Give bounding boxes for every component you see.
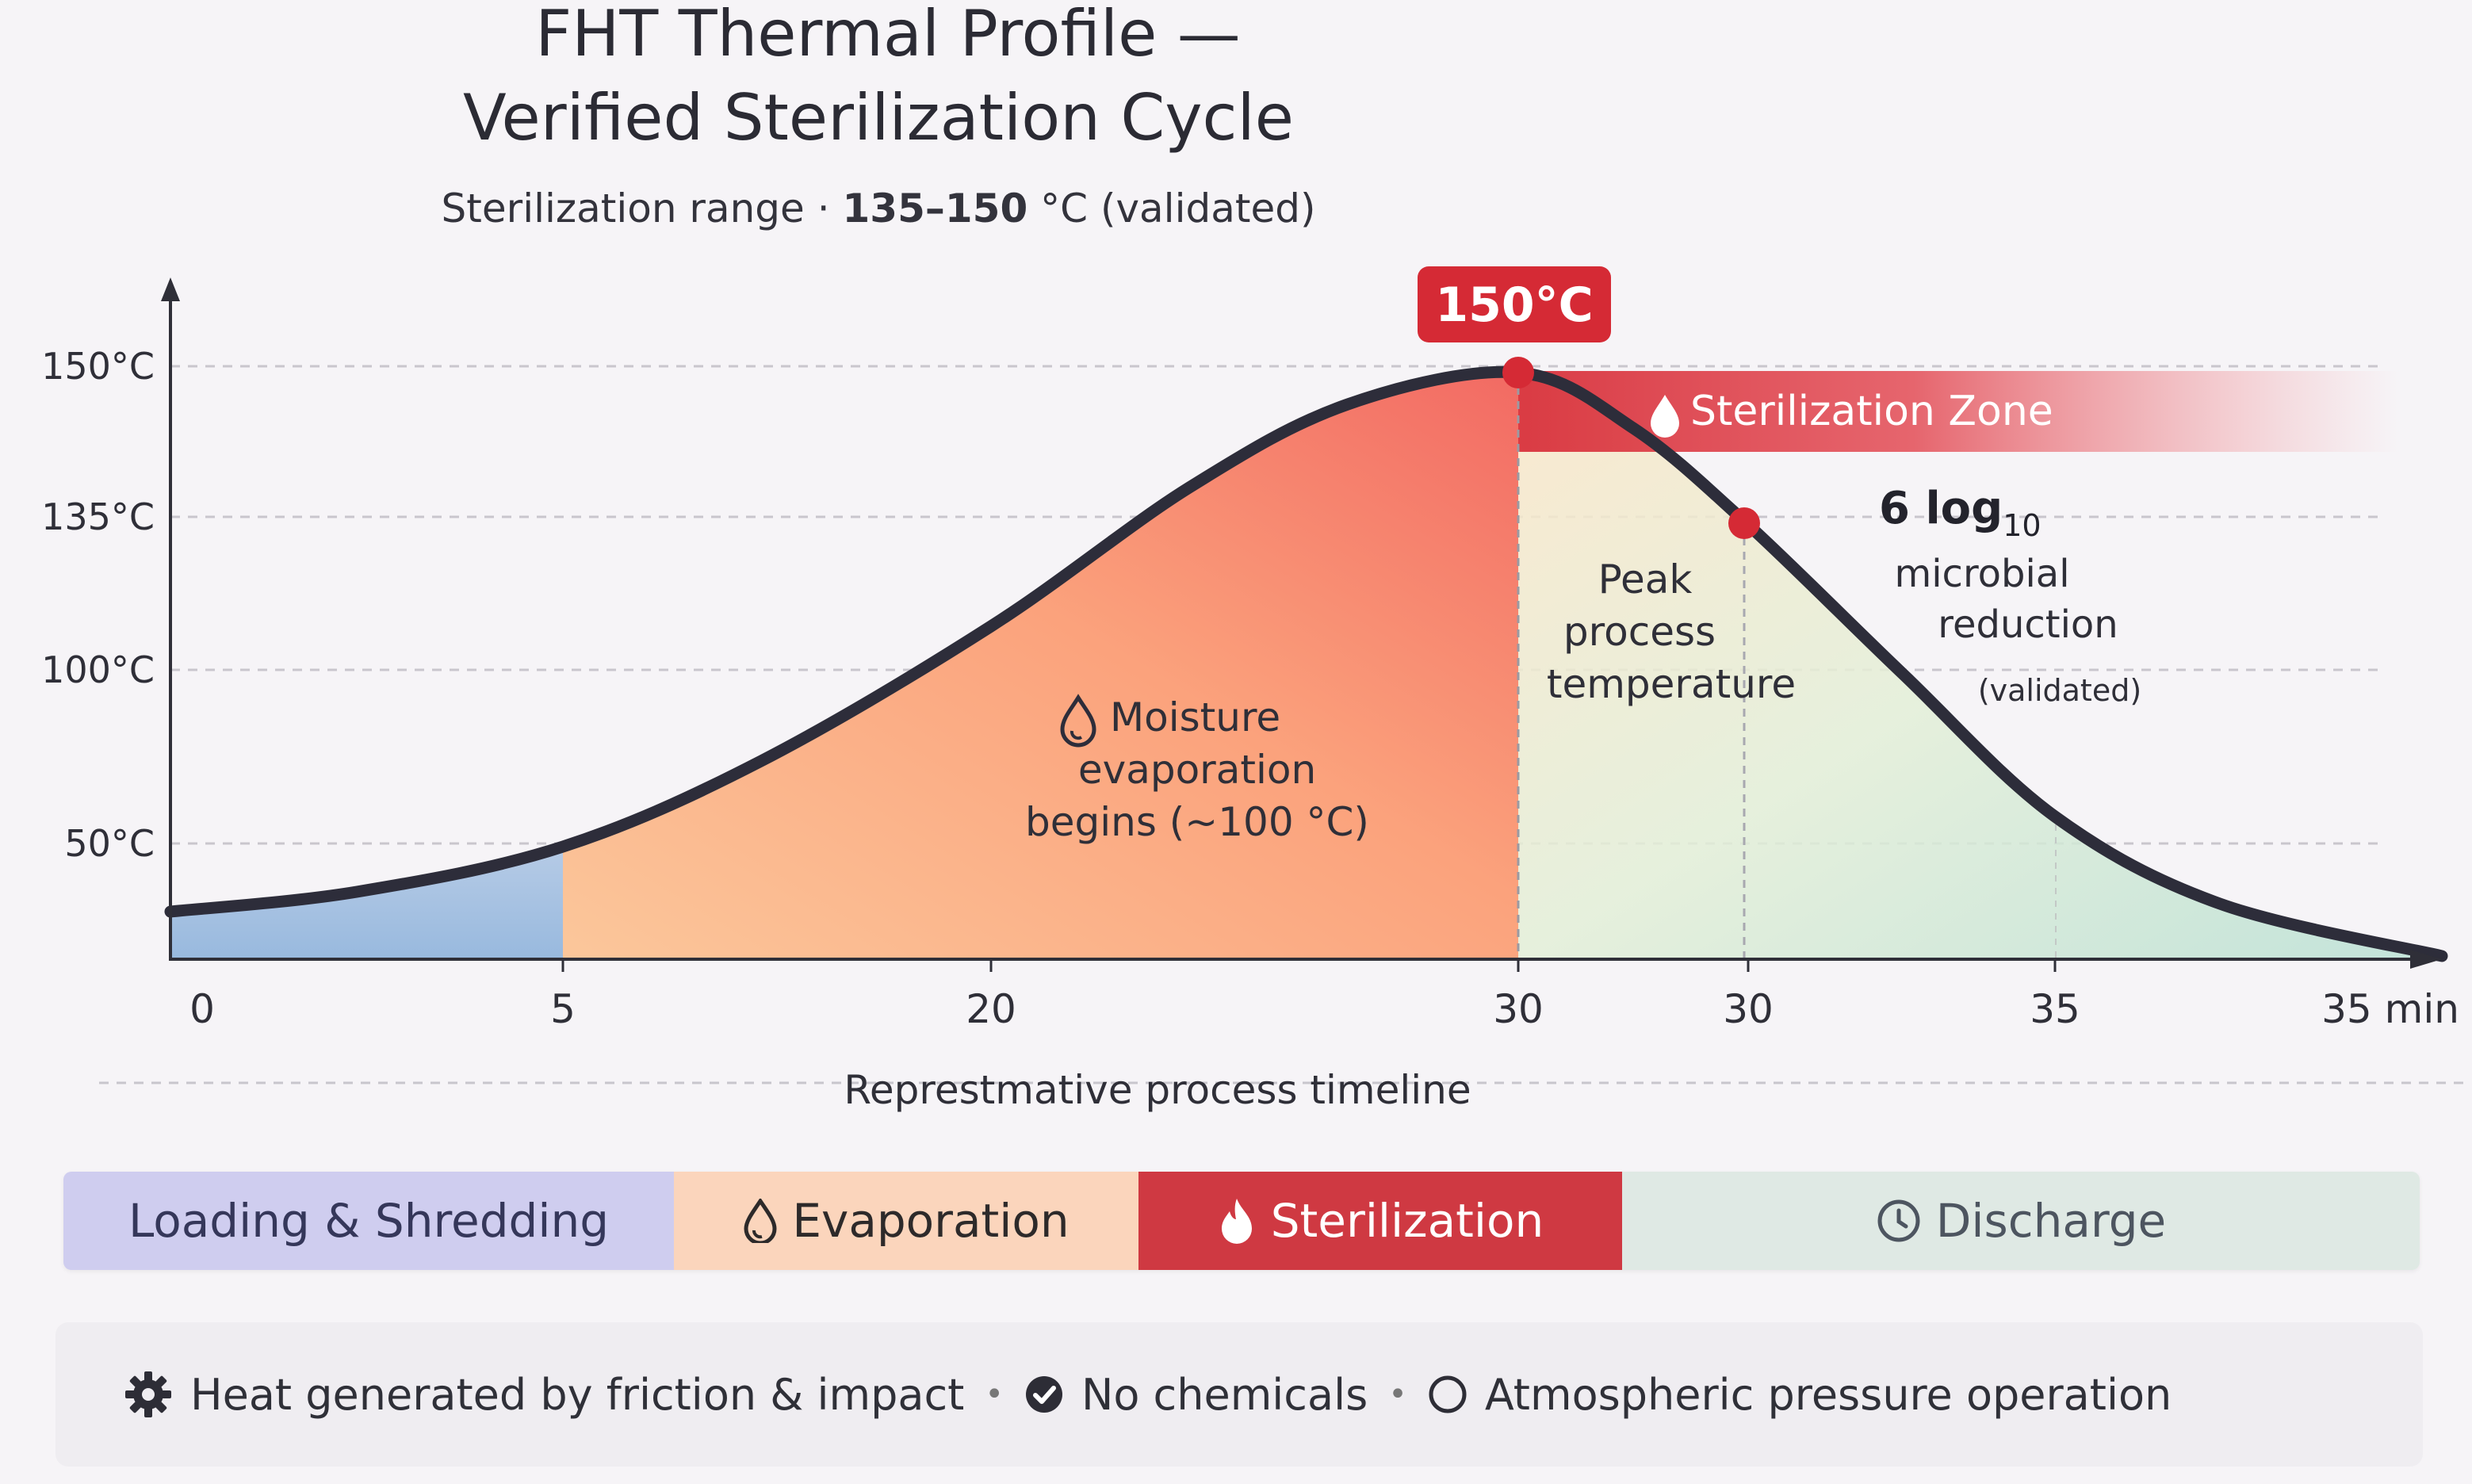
log-reduction-line1: microbial [1894, 552, 2069, 596]
x-axis-arrow [2410, 950, 2442, 969]
peak-point [1502, 357, 1534, 388]
droplet-icon [744, 1199, 777, 1243]
x-tick-label-1: 5 [550, 986, 576, 1032]
feature-friction-heat: Heat generated by friction & impact [190, 1369, 965, 1420]
temperature-curve [164, 365, 2448, 962]
subtitle-suffix: °C (validated) [1027, 186, 1315, 231]
zone-droplet-icon [1651, 395, 1679, 438]
y-tick-label-1: 135°C [41, 495, 155, 538]
subtitle-prefix: Sterilization range · [442, 186, 843, 231]
circle-icon [1429, 1375, 1467, 1413]
subtitle-range: 135–150 [843, 186, 1028, 231]
log-reduction-line2: reduction [1938, 602, 2118, 647]
phase-discharge: Discharge [1622, 1172, 2420, 1270]
y-tick-label-3: 50°C [64, 822, 155, 865]
feature-atmospheric-pressure: Atmospheric pressure operation [1484, 1369, 2172, 1420]
log-reduction-main: 6 log [1879, 483, 2003, 534]
log-reduction-note: (validated) [1978, 673, 2141, 708]
sterilization-zone-label: Sterilization Zone [1690, 388, 2053, 435]
chart-title-line2: Verified Sterilization Cycle [463, 81, 1294, 155]
y-tick-label-0: 150°C [41, 345, 155, 388]
clock-icon [1877, 1199, 1920, 1242]
phase-loading-label: Loading & Shredding [128, 1194, 610, 1248]
flame-icon [1221, 1199, 1252, 1244]
log-reduction-title: 6 log10 [1879, 483, 2042, 543]
phase-sterilization: Sterilization [1138, 1172, 1622, 1270]
peak-label-box [1418, 266, 1611, 342]
y-axis-arrow [161, 277, 180, 301]
peak-annotation-line3: temperature [1547, 661, 1796, 707]
phase-evaporation-label: Evaporation [792, 1194, 1070, 1248]
separator-2: • [1388, 1376, 1407, 1413]
x-tick-label-3: 30 [1493, 986, 1544, 1032]
y-tick-labels: 150°C 135°C 100°C 50°C [41, 345, 155, 865]
phase-bar: Loading & Shredding Evaporation Steriliz… [63, 1172, 2420, 1270]
x-tick-label-5: 35 [2030, 986, 2080, 1032]
x-tick-label-6: 35 min [2321, 986, 2459, 1032]
peak-label: 150°C [1435, 277, 1593, 333]
moisture-annotation-line1: Moisture [1110, 694, 1280, 740]
log-reduction-point [1728, 507, 1760, 539]
thermal-profile-chart: FHT Thermal Profile — Verified Steriliza… [41, 0, 2466, 1113]
moisture-droplet-icon [1060, 694, 1096, 748]
chart-title-line1: FHT Thermal Profile — [535, 0, 1241, 71]
phase-sterilization-label: Sterilization [1270, 1194, 1544, 1248]
gear-icon [125, 1371, 171, 1417]
moisture-annotation-line3: begins (~100 °C) [1025, 799, 1369, 845]
x-axis-label: Represtmative process timeline [844, 1067, 1471, 1113]
peak-annotation-line1: Peak [1598, 556, 1693, 602]
x-tick-label-4: 30 [1723, 986, 1774, 1032]
separator-1: • [985, 1376, 1004, 1413]
check-circle-icon [1025, 1376, 1062, 1413]
log-reduction-subscript: 10 [2003, 508, 2041, 543]
x-tick-label-2: 20 [966, 986, 1016, 1032]
chart-subtitle: Sterilization range · 135–150 °C (valida… [442, 186, 1316, 231]
x-tick-label-0: 0 [189, 986, 215, 1032]
feature-no-chemicals: No chemicals [1081, 1369, 1368, 1420]
moisture-annotation-line2: evaporation [1078, 747, 1316, 793]
y-tick-label-2: 100°C [41, 648, 155, 691]
evaporation-area [563, 373, 1518, 959]
phase-evaporation: Evaporation [674, 1172, 1138, 1270]
peak-annotation-line2: process [1563, 609, 1716, 655]
phase-loading: Loading & Shredding [63, 1172, 674, 1270]
phase-discharge-label: Discharge [1935, 1194, 2167, 1248]
footer-features: Heat generated by friction & impact • No… [55, 1322, 2423, 1467]
x-tick-labels: 0 5 20 30 30 35 35 min [189, 959, 2459, 1032]
discharge-area [1518, 373, 2442, 959]
